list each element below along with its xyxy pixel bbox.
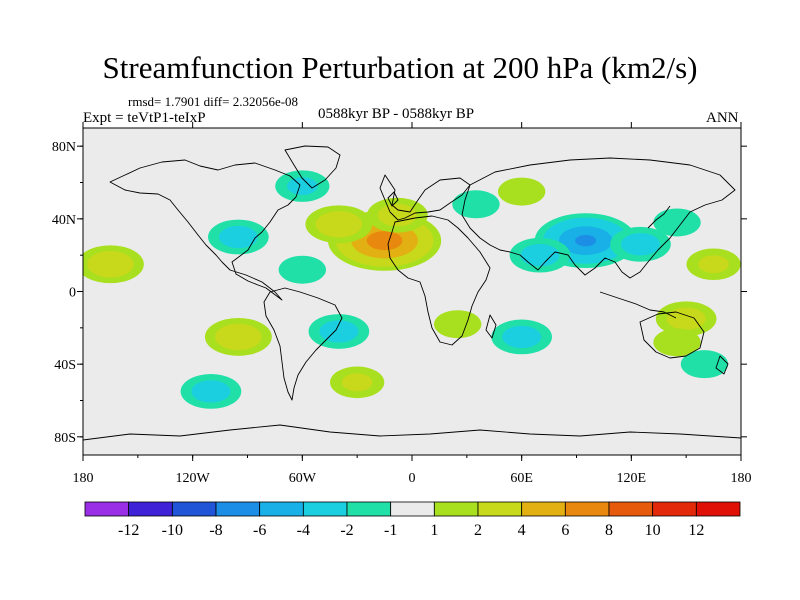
coast-africa [387,215,491,346]
colorbar-label: 12 [688,522,704,539]
coast-europe [379,174,471,221]
anomaly-21-level-1 [653,328,701,357]
x-tick-label: 60E [510,471,533,486]
y-tick-label: 40S [54,358,76,373]
y-tick-label: 40N [52,213,76,228]
colorbar-swatch [477,501,523,517]
colorbar: -12 -10 -8 -6 -4 -2 -1 1 2 4 6 8 10 12 [84,501,741,539]
anomaly-20-level-2 [341,373,373,392]
colorbar-swatch [346,501,392,517]
anomaly-0-level-4 [366,231,403,251]
anomaly-18-level-2 [698,255,729,274]
colorbar-swatch [259,501,304,517]
x-tick-label: 60W [289,471,317,486]
colorbar-swatch [171,501,217,517]
colorbar-label: 6 [561,522,569,539]
anomaly-16-level-1 [653,208,701,237]
anomaly-9-level-2 [215,323,262,351]
colorbar-label: 8 [605,522,613,539]
coast-greenland [284,145,341,189]
x-tick-label: 120E [617,471,647,486]
anomaly-11-level-2 [502,325,542,349]
plot-background [83,128,741,455]
anomaly-12-level-1 [434,310,482,339]
anomaly-8-level-1 [278,255,327,284]
anomaly-3-level-4 [575,234,597,247]
colorbar-swatch [564,501,610,517]
colorbar-swatch [521,501,566,517]
colorbar-label: -2 [340,522,353,539]
experiment-label: Expt = teVtP1-teIxP [83,110,206,126]
y-axis: 80N 40N 0 40S 80S [52,140,747,446]
season-label: ANN [706,110,739,126]
x-tick-label: 180 [731,471,752,486]
colorbar-swatch [433,501,479,517]
coast-japan [647,205,671,229]
anomaly-14-level-1 [497,177,546,206]
anomaly-22-level-1 [680,350,729,379]
colorbar-swatch [608,501,654,517]
anomaly-7-level-2 [287,177,318,196]
x-tick-label: 0 [409,471,416,486]
colorbar-label: 10 [645,522,661,539]
anomaly-2-level-2 [377,204,417,227]
colorbar-label: -4 [297,522,310,539]
anomaly-5-level-2 [620,233,660,256]
colorbar-swatch [390,501,435,517]
colorbar-label: -1 [384,522,397,539]
anomaly-4-level-2 [520,243,560,267]
anomaly-6-level-2 [218,225,258,249]
colorbar-swatch [215,501,261,517]
coast-madagascar [485,314,497,339]
coast-uk [387,191,399,207]
colorbar-swatch [302,501,348,517]
contour-field [83,170,741,409]
period-label: 0588kyr BP - 0588kyr BP [318,106,475,122]
colorbar-label: -8 [209,522,222,539]
anomaly-13-level-1 [452,190,500,219]
colorbar-swatch [695,501,741,517]
stats-label: rmsd= 1.7901 diff= 2.32056e-08 [128,94,299,109]
colorbar-label: 4 [518,522,526,539]
anomaly-15-level-2 [666,307,706,330]
coast-south-america [263,287,343,401]
colorbar-swatch [652,501,697,517]
coast-new-zealand [715,355,729,375]
chart-title: Streamfunction Perturbation at 200 hPa (… [102,50,698,85]
coast-asia [461,157,736,279]
x-tick-label: 120W [176,471,211,486]
y-tick-label: 80S [54,431,76,446]
coast-north-america [109,159,301,301]
coastlines [83,145,741,441]
anomaly-1-level-2 [315,211,363,238]
colorbar-label: 2 [474,522,482,539]
coast-antarctica [83,424,741,441]
x-axis: 180 120W 60W 0 60E 120E 180 [73,122,752,486]
colorbar-label: -6 [253,522,266,539]
colorbar-label: -10 [162,522,183,539]
anomaly-17-level-2 [87,251,134,278]
x-tick-label: 180 [73,471,94,486]
colorbar-swatch [128,501,173,517]
y-tick-label: 0 [69,286,76,301]
colorbar-label: -12 [118,522,139,539]
y-tick-label: 80N [52,140,76,155]
anomaly-19-level-2 [191,380,231,403]
coast-maritime-se-asia [599,291,677,319]
colorbar-label: 1 [430,522,438,539]
coast-australia [639,311,705,359]
colorbar-swatch [84,501,130,517]
